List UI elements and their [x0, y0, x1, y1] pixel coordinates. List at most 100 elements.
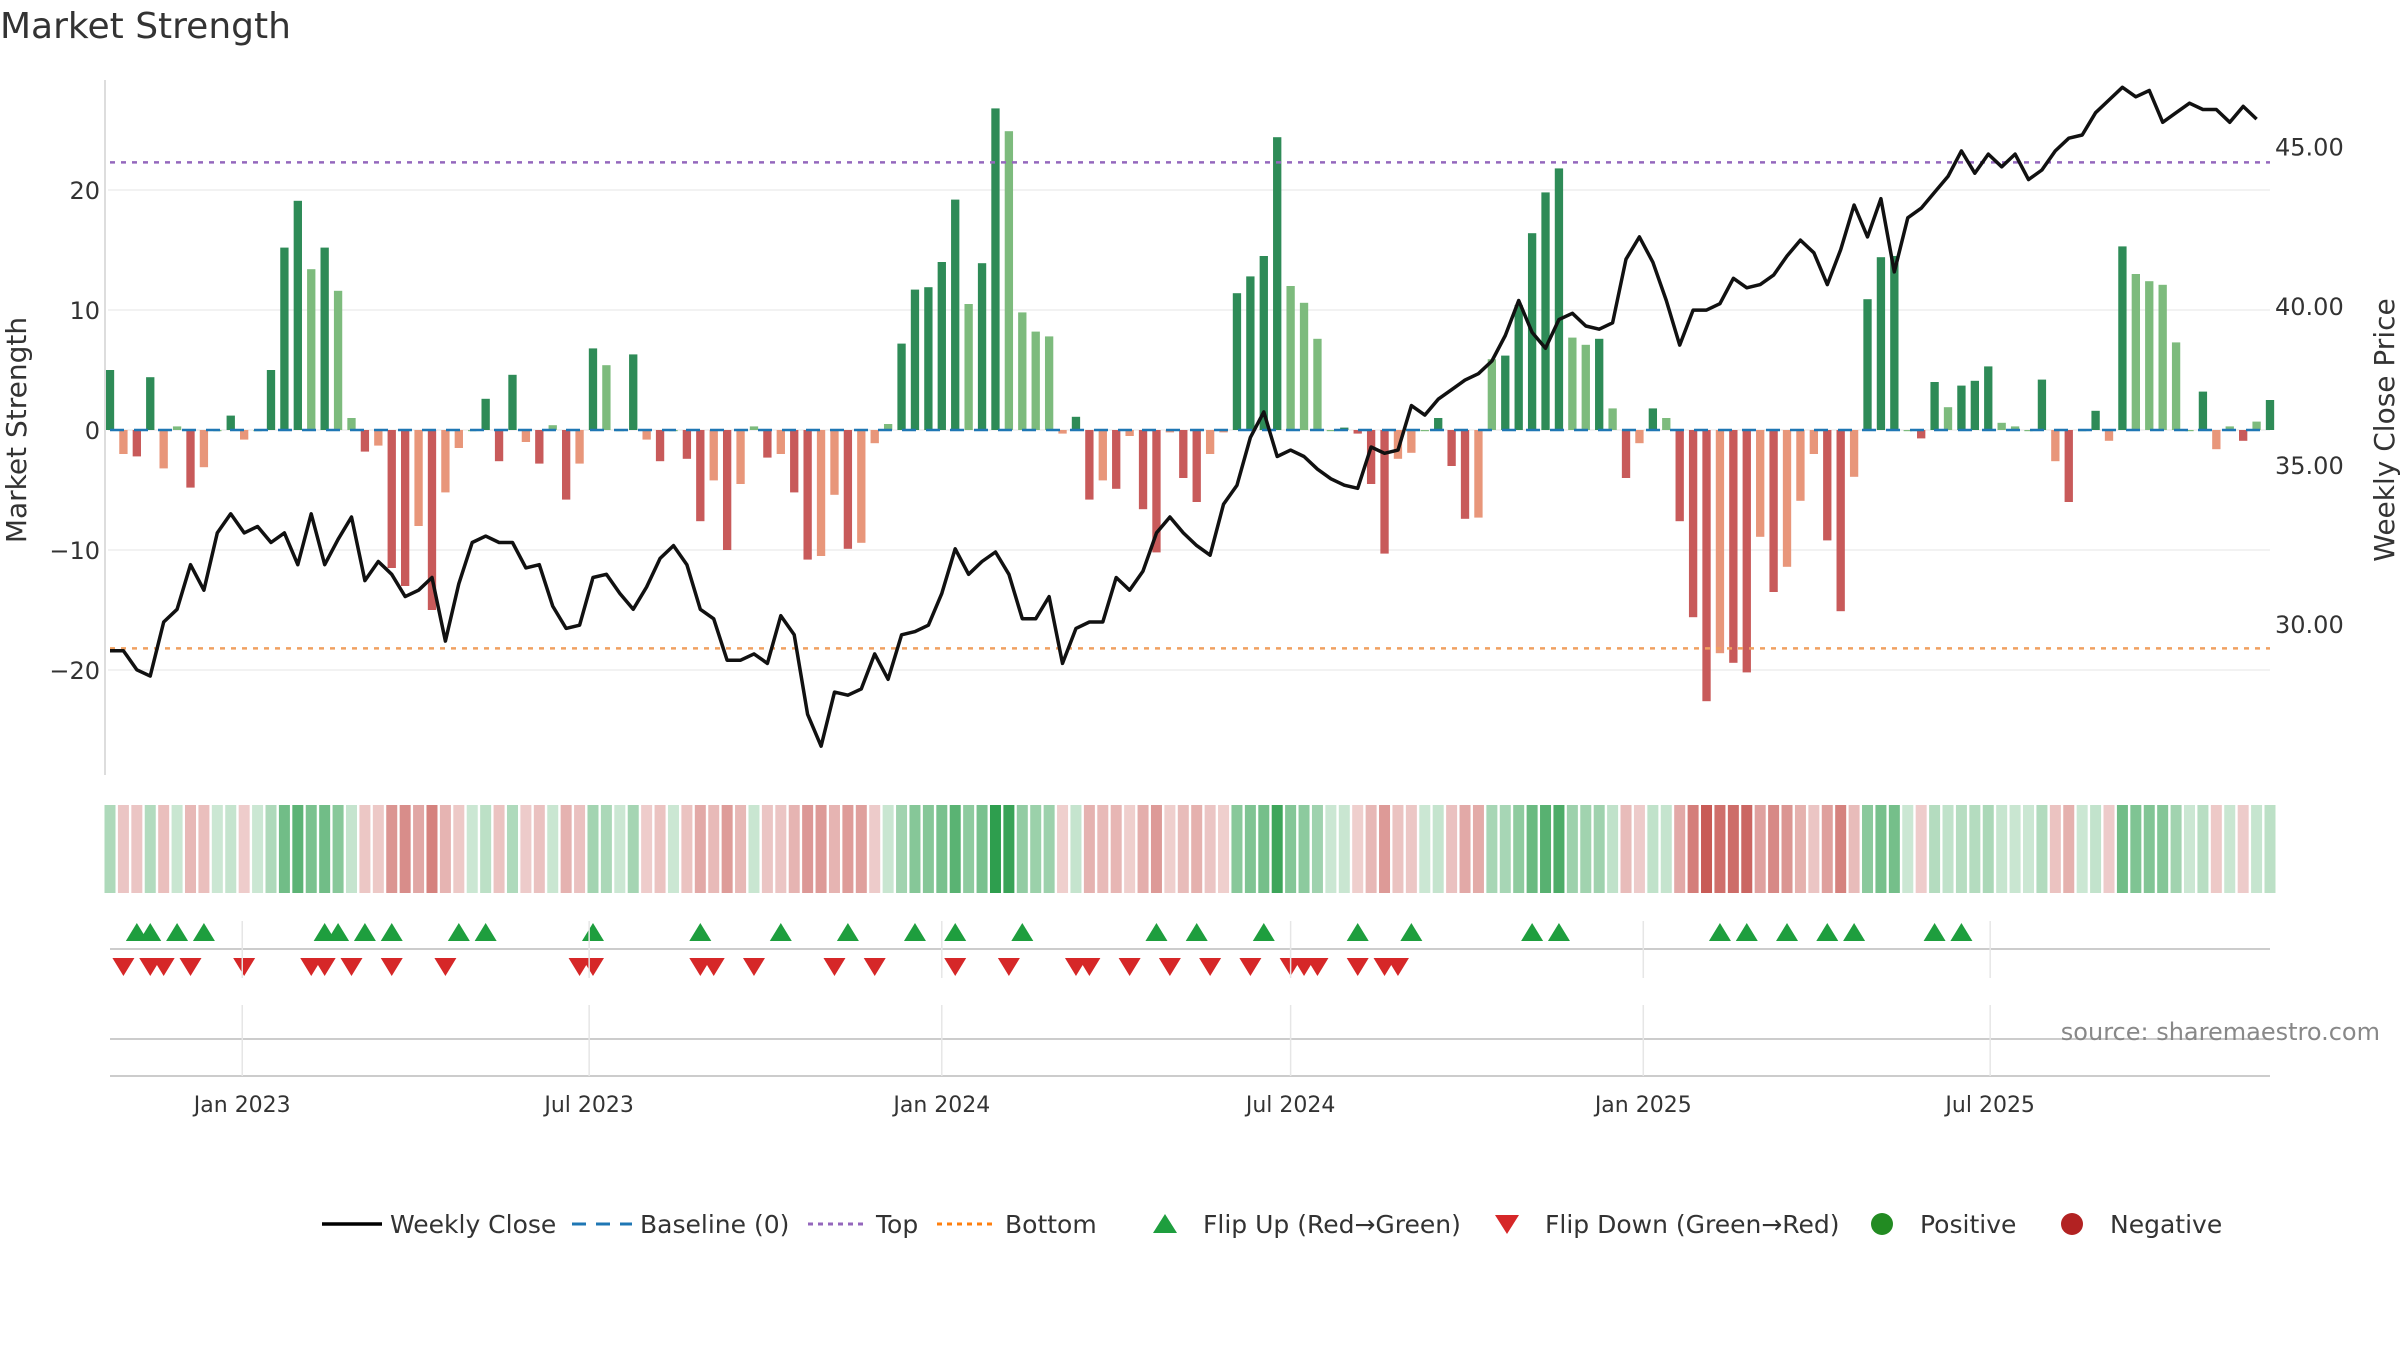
heat-cell [305, 805, 317, 893]
heat-cell [1405, 805, 1417, 893]
heat-cell [2116, 805, 2128, 893]
strength-bar [454, 430, 463, 448]
heat-cell [560, 805, 572, 893]
flip-up-marker [944, 923, 967, 941]
flip-down-marker [340, 958, 363, 976]
heat-cell [1714, 805, 1726, 893]
heat-cell [1164, 805, 1176, 893]
heat-cell [2023, 805, 2035, 893]
strength-bar [266, 370, 276, 430]
strength-bar [1098, 430, 1107, 481]
flip-up-marker [836, 923, 859, 941]
flip-up-marker [1776, 923, 1799, 941]
flip-up-marker [1708, 923, 1731, 941]
x-tick-label: Jul 2024 [1244, 1093, 1336, 1118]
heat-cell [1982, 805, 1994, 893]
heat-cell [1432, 805, 1444, 893]
heat-cell [1271, 805, 1283, 893]
heat-cell [721, 805, 733, 893]
heat-cell [1915, 805, 1927, 893]
strength-bar [1487, 359, 1497, 430]
heat-cell [252, 805, 264, 893]
legend-swatch [1495, 1215, 1519, 1234]
heat-cell [2063, 805, 2075, 893]
heat-cell [1110, 805, 1122, 893]
flip-up-marker [769, 923, 792, 941]
strength-bar [1675, 430, 1684, 522]
y2-tick-label: 35.00 [2275, 452, 2344, 480]
strength-bar [1796, 430, 1805, 501]
flip-up-marker [1011, 923, 1034, 941]
legend-label: Flip Down (Green→Red) [1545, 1210, 1840, 1239]
legend-swatch [2061, 1213, 2083, 1235]
heat-cell [2009, 805, 2021, 893]
heat-cell [1177, 805, 1189, 893]
heat-cell [2103, 805, 2115, 893]
heat-cell [1003, 805, 1015, 893]
y-tick-label: −20 [49, 657, 100, 685]
heat-cell [1808, 805, 1820, 893]
strength-bar [1917, 430, 1926, 439]
heat-cell [1754, 805, 1766, 893]
strength-bar [320, 247, 329, 430]
heat-cell [1794, 805, 1806, 893]
strength-bar [736, 430, 745, 484]
flip-down-marker [434, 958, 457, 976]
strength-bar [1044, 336, 1054, 430]
heat-cell [1862, 805, 1874, 893]
heat-cell [989, 805, 1001, 893]
heat-cell [238, 805, 250, 893]
x-tick-label: Jan 2025 [1593, 1093, 1692, 1118]
strength-bar [1326, 430, 1336, 432]
heat-cell [1660, 805, 1672, 893]
strength-bar [1474, 430, 1483, 518]
legend-item: Negative [2061, 1210, 2222, 1239]
flip-up-marker [380, 923, 403, 941]
strength-bar [803, 430, 812, 560]
strength-bar [2252, 421, 2261, 430]
strength-bar [427, 430, 437, 610]
strength-bar [2185, 430, 2194, 432]
strength-bar [400, 430, 410, 586]
strength-bar [1876, 257, 1886, 430]
heat-cell [828, 805, 840, 893]
strength-bar [521, 430, 531, 442]
heat-cell [1942, 805, 1954, 893]
heat-cell [319, 805, 331, 893]
strength-bar [790, 430, 799, 493]
flip-down-marker [742, 958, 765, 976]
flip-up-marker [1950, 923, 1973, 941]
legend-label: Weekly Close [390, 1210, 556, 1239]
strength-bar [1085, 430, 1094, 500]
strength-bar [2198, 391, 2208, 430]
strength-bar [1353, 430, 1362, 434]
flip-down-marker [944, 958, 967, 976]
strength-bar [2239, 430, 2248, 441]
heat-cell [1848, 805, 1860, 893]
strength-bar [924, 287, 933, 430]
heat-cell [533, 805, 545, 893]
heat-cell [1459, 805, 1471, 893]
strength-bar [293, 200, 302, 430]
heat-cell [117, 805, 129, 893]
flip-up-marker [1346, 923, 1369, 941]
heat-cell [2264, 805, 2276, 893]
strength-bar [937, 262, 946, 430]
strength-bar [1380, 430, 1389, 554]
heat-cell [627, 805, 639, 893]
strength-bar [561, 430, 571, 500]
strength-bar [1501, 355, 1510, 430]
strength-bar [1152, 430, 1161, 553]
heat-cell [1083, 805, 1095, 893]
strength-bar [1715, 430, 1725, 654]
heat-cell [547, 805, 559, 893]
heat-cell [1607, 805, 1619, 893]
heat-cell [614, 805, 626, 893]
strength-bar [1058, 430, 1067, 434]
flip-down-marker [380, 958, 403, 976]
x-tick-label: Jan 2023 [192, 1093, 291, 1118]
heat-cell [1768, 805, 1780, 893]
heat-cell [453, 805, 465, 893]
strength-bar [1702, 430, 1711, 702]
strength-bar [602, 365, 611, 430]
